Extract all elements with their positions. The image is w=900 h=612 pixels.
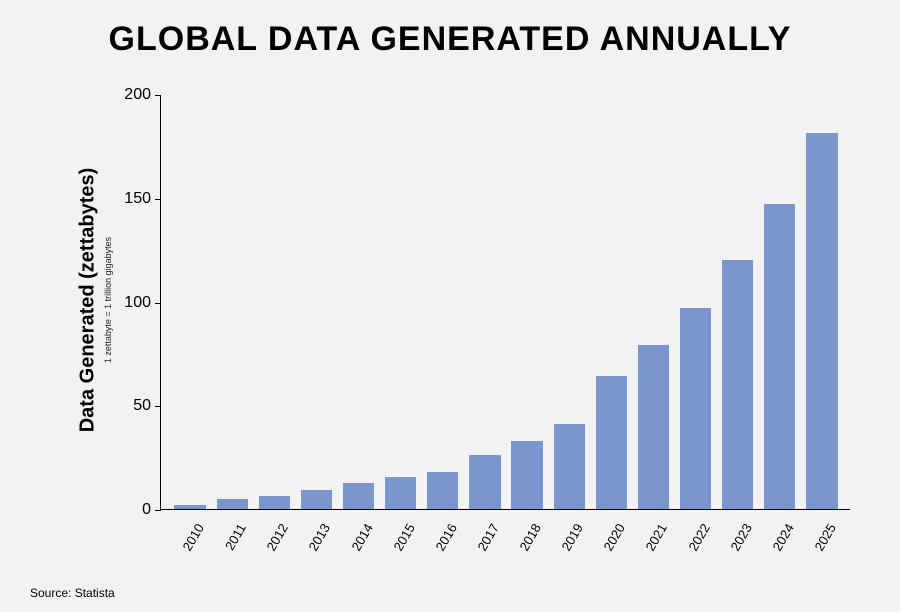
bar	[806, 133, 837, 509]
bars-group	[161, 95, 850, 509]
y-tick-label: 50	[133, 397, 151, 415]
y-tick-label: 0	[142, 501, 151, 519]
bar	[469, 455, 500, 509]
bar	[680, 308, 711, 509]
y-tick-label: 100	[124, 294, 151, 312]
bar	[596, 376, 627, 509]
y-tick	[155, 406, 161, 407]
plot-area: 0501001502002010201120122013201420152016…	[160, 95, 850, 510]
source-attribution: Source: Statista	[30, 586, 115, 600]
y-tick-label: 150	[124, 190, 151, 208]
bar	[638, 345, 669, 509]
y-tick	[155, 303, 161, 304]
bar	[554, 424, 585, 509]
y-axis-label: Data Generated (zettabytes)	[77, 168, 100, 433]
y-tick	[155, 510, 161, 511]
chart-title: GLOBAL DATA GENERATED ANNUALLY	[0, 20, 900, 59]
y-axis-sublabel: 1 zettabyte = 1 trillion gigabytes	[103, 237, 113, 363]
y-tick-label: 200	[124, 86, 151, 104]
bar	[343, 483, 374, 509]
bar	[511, 441, 542, 509]
chart-container: GLOBAL DATA GENERATED ANNUALLY Data Gene…	[0, 0, 900, 612]
y-tick	[155, 95, 161, 96]
bar	[764, 204, 795, 509]
bar	[722, 260, 753, 509]
y-tick	[155, 199, 161, 200]
